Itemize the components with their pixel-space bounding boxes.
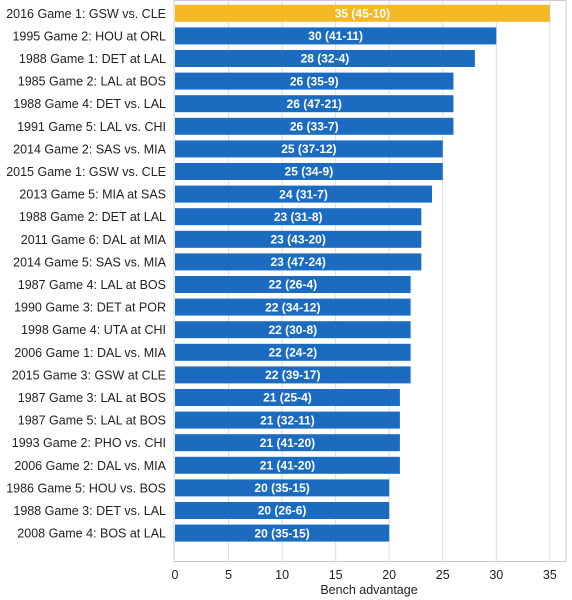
- bars: 35 (45-10) 30 (41-11) 28 (32-4) 26 (35-9) 26…: [175, 4, 550, 542]
- bar: [175, 185, 433, 203]
- bar-data-label: 25 (34-9): [285, 165, 334, 179]
- x-tick-label: 25: [436, 568, 450, 582]
- bar: [175, 95, 454, 113]
- bar: [175, 50, 475, 67]
- bar-data-label: 20 (26-6): [258, 504, 307, 518]
- bar-data-label: 20 (35-15): [254, 481, 309, 495]
- bar-data-label: 23 (47-24): [270, 255, 325, 269]
- category-label: 2015 Game 1: GSW vs. CLE: [6, 165, 166, 179]
- x-tick-label: 10: [275, 568, 289, 582]
- bar-data-label: 21 (41-20): [260, 436, 315, 450]
- x-tick-label: 0: [172, 568, 179, 582]
- bar: [175, 524, 390, 542]
- bar: [175, 298, 411, 316]
- bar-data-label: 35 (45-10): [335, 7, 390, 21]
- category-label: 1988 Game 3: DET vs. LAL: [13, 504, 166, 518]
- bar-data-label: 23 (43-20): [270, 233, 325, 247]
- bar: [175, 411, 400, 429]
- bar: [175, 27, 497, 45]
- category-label: 1990 Game 3: DET at POR: [14, 301, 166, 315]
- category-labels: 2016 Game 1: GSW vs. CLE 1995 Game 2: HOU…: [6, 7, 166, 541]
- bar: [175, 72, 454, 90]
- bar-data-label: 28 (32-4): [301, 52, 350, 66]
- bar-data-label: 30 (41-11): [308, 29, 363, 43]
- x-tick-label: 35: [543, 568, 557, 582]
- bar-data-label: 21 (25-4): [263, 391, 312, 405]
- bar: [175, 456, 400, 474]
- category-label: 1986 Game 5: HOU vs. BOS: [6, 481, 166, 495]
- bar-data-label: 26 (33-7): [290, 120, 339, 134]
- category-label: 2014 Game 2: SAS vs. MIA: [13, 142, 167, 156]
- category-label: 1988 Game 2: DET at LAL: [19, 210, 166, 224]
- category-label: 2011 Game 6: DAL at MIA: [21, 233, 167, 247]
- bar-data-label: 23 (31-8): [274, 210, 323, 224]
- bar: [175, 321, 411, 339]
- category-label: 1987 Game 5: LAL at BOS: [18, 414, 166, 428]
- bar-data-label: 26 (35-9): [290, 74, 339, 88]
- category-label: 2006 Game 1: DAL vs. MIA: [14, 346, 166, 360]
- bar: [175, 389, 400, 406]
- x-tick-label: 20: [382, 568, 396, 582]
- category-label: 1988 Game 1: DET at LAL: [19, 52, 166, 66]
- bar: [175, 434, 400, 452]
- bar-data-label: 20 (35-15): [254, 526, 309, 540]
- bar: [175, 276, 411, 293]
- bar-data-label: 22 (34-12): [265, 300, 320, 314]
- bar-data-label: 22 (24-2): [268, 346, 317, 360]
- category-label: 1995 Game 2: HOU at ORL: [12, 29, 166, 43]
- category-label: 1987 Game 4: LAL at BOS: [18, 278, 166, 292]
- bar: [175, 479, 390, 497]
- bar-data-label: 26 (47-21): [287, 97, 342, 111]
- bar: [175, 140, 443, 158]
- x-tick-label: 5: [225, 568, 232, 582]
- bar: [175, 502, 390, 519]
- category-label: 1987 Game 3: LAL at BOS: [18, 391, 166, 405]
- x-axis-title: Bench advantage: [320, 583, 417, 597]
- bar: [175, 366, 411, 384]
- bar: [175, 4, 550, 22]
- category-label: 1988 Game 4: DET vs. LAL: [13, 97, 166, 111]
- bar-data-label: 22 (26-4): [268, 278, 317, 292]
- bar: [175, 230, 422, 248]
- bar-data-label: 21 (41-20): [260, 459, 315, 473]
- category-label: 2016 Game 1: GSW vs. CLE: [6, 7, 166, 21]
- category-label: 2013 Game 5: MIA at SAS: [19, 188, 166, 202]
- x-tick-labels: 0 5 10 15 20 25 30 35: [172, 568, 557, 582]
- category-label: 1985 Game 2: LAL at BOS: [18, 75, 166, 89]
- bar: [175, 253, 422, 271]
- bar-data-label: 21 (32-11): [260, 413, 315, 427]
- bar: [175, 208, 422, 226]
- x-tick-label: 15: [329, 568, 343, 582]
- x-tick-label: 30: [489, 568, 503, 582]
- category-label: 2015 Game 3: GSW at CLE: [12, 368, 166, 382]
- category-label: 1993 Game 2: PHO vs. CHI: [12, 436, 166, 450]
- category-label: 2014 Game 5: SAS vs. MIA: [13, 255, 167, 269]
- bar-data-label: 24 (31-7): [279, 187, 328, 201]
- category-label: 1998 Game 4: UTA at CHI: [21, 323, 166, 337]
- bar-data-label: 22 (39-17): [265, 368, 320, 382]
- bar-data-label: 22 (30-8): [268, 323, 317, 337]
- plot-frame: [173, 0, 567, 562]
- bar: [175, 117, 454, 135]
- bar: [175, 343, 411, 361]
- category-label: 2008 Game 4: BOS at LAL: [17, 527, 166, 541]
- category-label: 1991 Game 5: LAL vs. CHI: [17, 120, 166, 134]
- category-label: 2006 Game 2: DAL vs. MIA: [14, 459, 166, 473]
- bar-data-label: 25 (37-12): [281, 142, 336, 156]
- bar: [175, 163, 443, 180]
